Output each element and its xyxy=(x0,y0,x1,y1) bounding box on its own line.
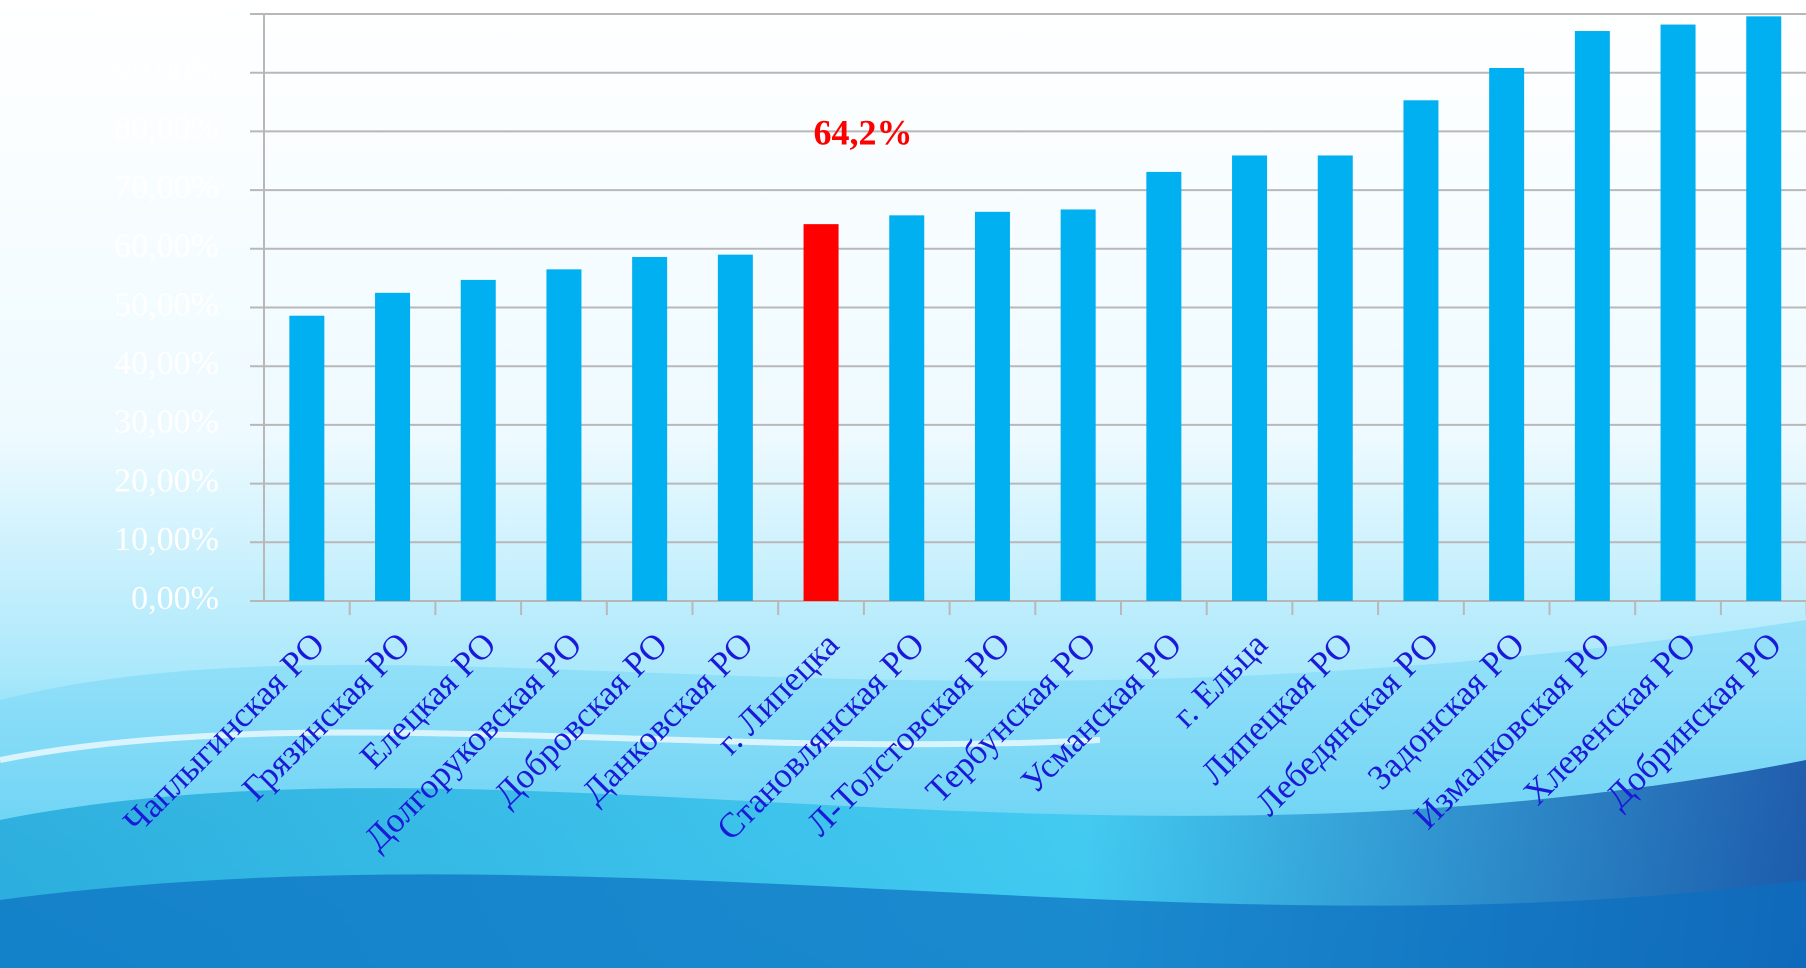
bar xyxy=(460,279,496,601)
y-tick-label: 30,00% xyxy=(114,404,219,441)
wave xyxy=(0,874,1806,968)
y-tick-label: 60,00% xyxy=(114,228,219,265)
bar xyxy=(1146,171,1182,601)
bar xyxy=(1746,16,1782,601)
bar xyxy=(632,257,668,601)
y-tick-label: 40,00% xyxy=(114,345,219,382)
bar xyxy=(546,269,582,601)
bar xyxy=(1403,100,1439,601)
bar xyxy=(375,292,411,601)
bar xyxy=(289,315,325,601)
bar xyxy=(1060,209,1096,601)
bar xyxy=(717,254,753,602)
y-tick-label: 80,00% xyxy=(114,110,219,147)
wave-line xyxy=(0,729,1101,763)
bar xyxy=(974,211,1010,601)
bar xyxy=(803,224,839,601)
y-tick-label: 90,00% xyxy=(114,51,219,88)
bar xyxy=(1317,155,1353,602)
y-tick-label: 20,00% xyxy=(114,462,219,499)
value-label: 64,2% xyxy=(814,112,913,152)
bar xyxy=(1660,24,1696,602)
y-tick-label: 0,00% xyxy=(131,580,219,617)
bar xyxy=(1489,68,1525,601)
bar xyxy=(889,215,925,601)
y-tick-label: 70,00% xyxy=(114,169,219,206)
y-tick-label: 100,00% xyxy=(97,0,219,30)
y-tick-label: 10,00% xyxy=(114,521,219,558)
bar xyxy=(1574,31,1610,601)
bar xyxy=(1232,155,1268,602)
y-tick-label: 50,00% xyxy=(114,286,219,323)
